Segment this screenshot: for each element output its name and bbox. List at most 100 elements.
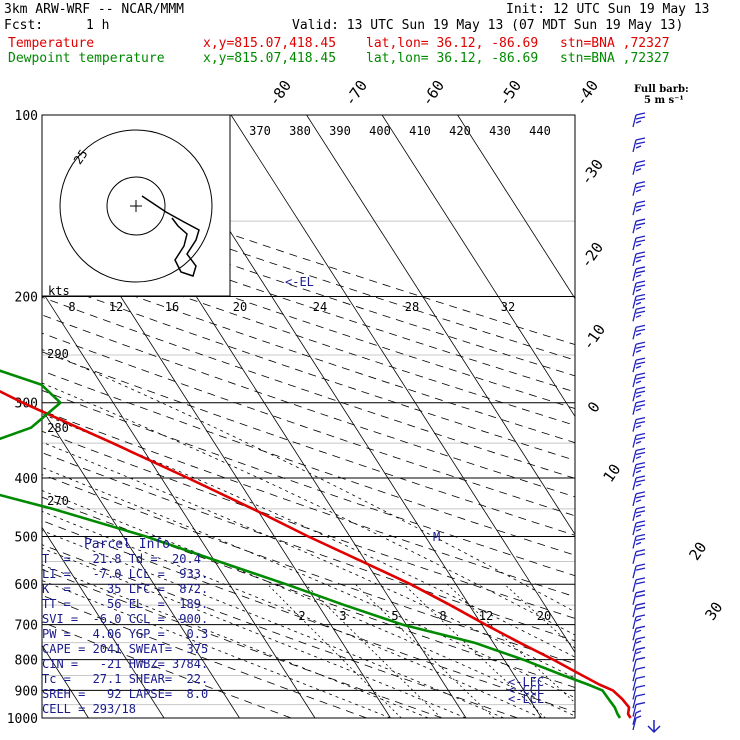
- wind-barb: [632, 218, 646, 234]
- wind-barb-flag: [635, 594, 646, 598]
- mixing-ratio-label: 12: [479, 609, 493, 623]
- full-barb-label: Full barb:: [634, 84, 689, 95]
- moist-adiabat: [42, 349, 575, 613]
- wind-barb-shaft: [632, 551, 637, 564]
- valid-time: Valid: 13 UTC Sun 19 May 13 (07 MDT Sun …: [292, 18, 684, 33]
- wind-barb-shaft: [632, 522, 637, 536]
- wind-barb: [632, 341, 646, 357]
- wind-barb-flag: [635, 137, 646, 141]
- dry-adiabat: [42, 390, 575, 577]
- wind-barb-flag: [635, 218, 646, 222]
- wind-barb-flag: [635, 394, 642, 398]
- mixing-ratio-line: [267, 583, 402, 718]
- wind-barb-flag: [635, 280, 646, 284]
- wind-barb-shaft: [632, 678, 637, 691]
- wind-barb-flag: [635, 436, 646, 441]
- wind-barb-flag: [635, 656, 646, 661]
- wind-barb: [632, 181, 646, 196]
- wind-barb-flag: [635, 541, 642, 546]
- wind-barb-flag: [635, 506, 646, 510]
- isotherm-line: [457, 115, 575, 300]
- wind-barb-flag: [635, 181, 646, 185]
- isotherm-label: -50: [495, 77, 525, 110]
- wind-barb-flag: [635, 306, 646, 310]
- wind-scale-label: 28: [405, 300, 419, 314]
- wind-barb: [632, 590, 646, 605]
- wind-barb: [632, 293, 646, 309]
- wind-barb-shaft: [632, 508, 637, 522]
- wind-barb-flag: [635, 499, 642, 503]
- full-barb-units: 5 m s⁻¹: [644, 95, 684, 106]
- pressure-tick-label: 900: [15, 684, 38, 699]
- wind-barb-flag: [635, 646, 646, 651]
- wind-barb-flag: [635, 386, 646, 390]
- wind-barb-shaft: [632, 268, 637, 282]
- dry-adiabat-label: 270: [47, 494, 69, 508]
- wind-barb-flag: [635, 239, 646, 243]
- wind-barb: [632, 710, 642, 725]
- isotherm-label: 30: [701, 599, 726, 624]
- isotherm-label: -80: [265, 77, 295, 110]
- wind-barb: [632, 400, 646, 415]
- wind-barb-flag: [635, 567, 646, 571]
- wind-barb-flag: [635, 675, 646, 680]
- wind-barb-flag: [635, 618, 642, 622]
- isotherm-label: -40: [572, 77, 602, 110]
- wind-barb: [632, 693, 646, 709]
- pressure-tick-label: 700: [15, 619, 38, 634]
- wind-barb: [632, 280, 646, 296]
- wind-barb-flag: [635, 495, 646, 499]
- wind-barb-flag: [635, 160, 646, 164]
- wind-barb-flag: [635, 693, 646, 697]
- wind-barb-shaft: [632, 450, 637, 463]
- wind-barb: [632, 506, 646, 522]
- wind-scale-label: 8: [68, 300, 75, 314]
- wind-barb-flag: [635, 310, 646, 314]
- wind-barb-flag: [635, 602, 646, 606]
- theta-e-label: 440: [529, 124, 551, 138]
- wind-barb: [632, 636, 646, 652]
- wind-barb: [632, 251, 646, 267]
- wind-barb-flag: [635, 120, 642, 124]
- wind-barb-flag: [635, 533, 646, 538]
- wind-barb-shaft: [632, 464, 637, 477]
- wind-barb-flag: [635, 520, 646, 524]
- wind-barb-shaft: [632, 296, 637, 309]
- wind-barb-flag: [635, 514, 642, 518]
- wind-barb-shaft: [632, 309, 637, 322]
- wind-barb-flag: [635, 297, 646, 302]
- wind-barb-flag: [635, 432, 646, 437]
- wind-barb-shaft: [632, 477, 637, 491]
- wind-barb-flag: [635, 416, 646, 421]
- mixing-ratio-line: [355, 583, 495, 718]
- wind-barb-shaft: [632, 638, 637, 652]
- wind-barb: [632, 646, 646, 662]
- init-time: Init: 12 UTC Sun 19 May 13: [506, 2, 710, 17]
- dewpoint-latlon: lat,lon= 36.12, -86.69: [366, 51, 539, 66]
- wind-barb: [632, 306, 646, 322]
- hodograph-ring: [106, 176, 166, 236]
- wind-barb-flag: [635, 380, 642, 384]
- isotherm-label: 20: [685, 539, 710, 564]
- wind-barb-shaft: [632, 579, 637, 592]
- wind-barb: [632, 112, 646, 128]
- wind-barb: [632, 614, 646, 630]
- wind-barb-flag: [635, 243, 642, 247]
- moist-adiabat: [42, 467, 575, 699]
- wind-barb-flag: [635, 314, 642, 318]
- wind-barb-flag: [635, 420, 646, 425]
- wind-barb-shaft: [632, 605, 637, 618]
- parcel-info-row: TT = 56 EL = 189.: [42, 597, 209, 611]
- parcel-info-row: LI = -7.0 LCL = 933.: [42, 567, 209, 581]
- wind-barb-shaft: [632, 717, 637, 731]
- wind-barb-flag: [635, 189, 642, 193]
- wind-barb-flag: [635, 577, 646, 581]
- temperature-xy: x,y=815.07,418.45: [203, 36, 337, 51]
- parcel-info-row: CAPE = 2041 SWEAT= 375: [42, 642, 209, 656]
- wind-barb-flag: [635, 537, 646, 542]
- wind-barb-flag: [635, 208, 642, 212]
- surface-wind-arrow: [647, 720, 661, 734]
- wind-barb-flag: [635, 701, 646, 706]
- dry-adiabat: [42, 544, 518, 718]
- wind-barb-flag: [635, 470, 642, 474]
